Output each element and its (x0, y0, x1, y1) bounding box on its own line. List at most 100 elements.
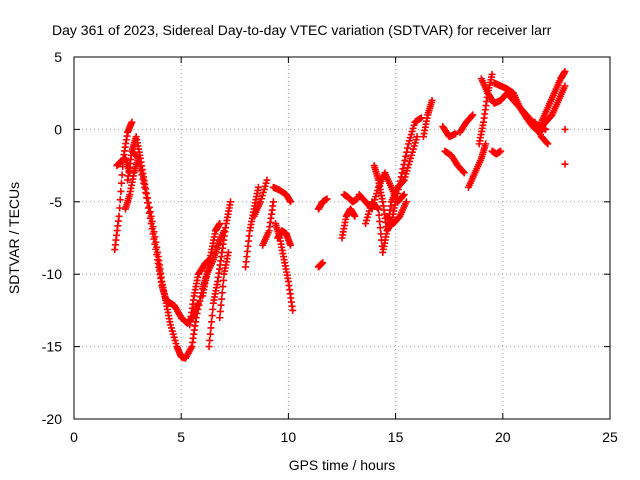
y-tick-label: -15 (42, 339, 62, 355)
x-tick-label: 5 (177, 429, 185, 445)
data-point (561, 67, 569, 75)
data-point-fill (218, 289, 226, 297)
chart-title: Day 361 of 2023, Sidereal Day-to-day VTE… (52, 22, 552, 38)
data-point (287, 198, 295, 206)
data-point-fill (153, 251, 161, 259)
data-point-fill (400, 161, 408, 169)
data-point-fill (145, 203, 153, 211)
x-tick-label: 20 (495, 429, 511, 445)
x-axis-label: GPS time / hours (289, 457, 396, 473)
data-point-fill (144, 204, 152, 212)
data-point-fill (376, 217, 384, 225)
data-point-fill (208, 318, 216, 326)
data-point-fill (399, 165, 407, 173)
data-point-fill (116, 196, 124, 204)
data-point (351, 212, 359, 220)
data-point (134, 154, 142, 162)
data-point (254, 183, 262, 191)
x-tick-label: 15 (388, 429, 404, 445)
data-point (216, 220, 224, 228)
data-point (561, 82, 569, 90)
y-tick-label: 0 (54, 121, 62, 137)
tick-labels: 0 5 10 15 20 25 5 0 -5 -10 -15 -20 (42, 49, 618, 445)
y-tick-label: -20 (42, 411, 62, 427)
data-point-fill (404, 144, 412, 152)
data-point-fill (142, 188, 150, 196)
data-point (141, 183, 149, 191)
data-point (544, 140, 552, 148)
data-point (561, 125, 569, 133)
data-point (263, 176, 271, 184)
data-point (323, 195, 331, 203)
data-point (289, 306, 297, 314)
data-point (460, 169, 468, 177)
data-point-fill (394, 185, 402, 193)
data-point-fill (208, 312, 216, 320)
data-point-fill (150, 235, 158, 243)
data-point-fill (396, 177, 404, 185)
data-point-fill (216, 307, 224, 315)
data-point-fill (144, 199, 152, 207)
data-point (147, 220, 155, 228)
data-point-fill (403, 148, 411, 156)
data-point (400, 191, 408, 199)
data-point-fill (207, 324, 215, 332)
data-point (488, 70, 496, 78)
data-point-fill (375, 211, 383, 219)
data-point-fill (146, 208, 154, 216)
data-point-fill (206, 330, 214, 338)
data-point (192, 314, 200, 322)
data-point (428, 96, 436, 104)
data-point-fill (139, 175, 147, 183)
y-axis-label: SDTVAR / TECUs (6, 182, 22, 294)
data-point-fill (149, 230, 157, 238)
data-point-fill (219, 283, 227, 291)
data-point-fill (152, 245, 160, 253)
x-tick-label: 25 (602, 429, 618, 445)
data-point-fill (401, 156, 409, 164)
data-point-fill (196, 297, 204, 305)
data-point-fill (195, 301, 203, 309)
data-point-fill (399, 192, 407, 200)
data-point-fill (468, 112, 476, 120)
data-point-fill (145, 209, 153, 217)
data-point-fill (395, 181, 403, 189)
y-tick-label: -5 (50, 194, 63, 210)
data-point-fill (143, 194, 151, 202)
plot-frame (73, 56, 611, 420)
data-point-fill (146, 214, 154, 222)
data-marks (111, 67, 569, 362)
data-point-fill (393, 194, 401, 202)
data-point-fill (402, 152, 410, 160)
data-point (413, 133, 421, 141)
data-point-fill (218, 295, 226, 303)
data-point (319, 259, 327, 267)
data-point (269, 198, 277, 206)
y-tick-label: -10 (42, 266, 62, 282)
data-point (497, 147, 505, 155)
data-point (482, 140, 490, 148)
data-point-fill (117, 179, 125, 187)
data-point-fill (116, 204, 124, 212)
data-point-fill (374, 204, 382, 212)
data-point-fill (459, 168, 467, 176)
data-point (287, 241, 295, 249)
data-point-fill (117, 187, 125, 195)
data-point-fill (194, 305, 202, 313)
data-point-fill (393, 190, 401, 198)
data-point-fill (118, 171, 126, 179)
data-point-fill (193, 310, 201, 318)
data-point (542, 125, 550, 133)
data-point (392, 198, 400, 206)
data-point (398, 169, 406, 177)
x-tick-label: 10 (281, 429, 297, 445)
data-point (561, 160, 569, 168)
data-point (469, 111, 477, 119)
data-point-fill (376, 224, 384, 232)
data-point-fill (138, 171, 146, 179)
data-point (205, 343, 213, 351)
data-point-fill (148, 225, 156, 233)
